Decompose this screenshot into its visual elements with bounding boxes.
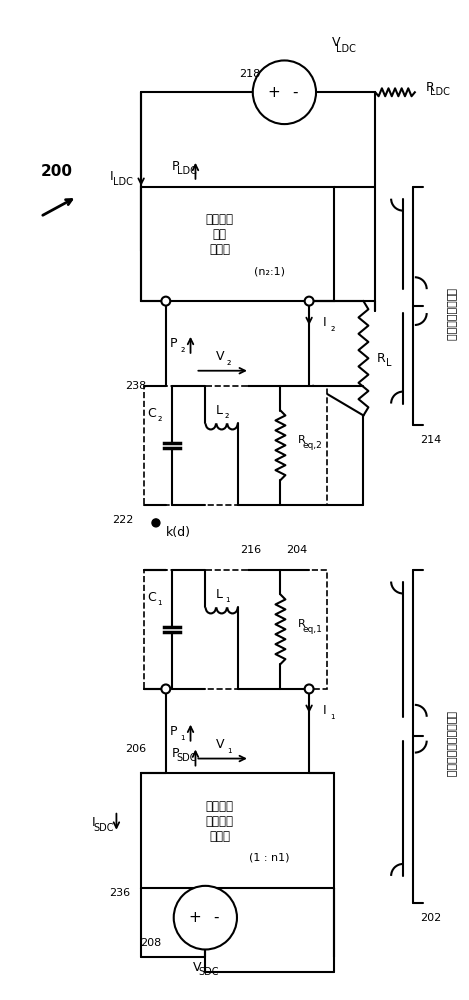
Text: ₁: ₁ — [181, 732, 185, 742]
Text: 基底无线功率充电系统: 基底无线功率充电系统 — [446, 711, 455, 777]
Text: 222: 222 — [112, 515, 133, 525]
Text: -: - — [293, 85, 298, 100]
Text: L: L — [216, 588, 223, 601]
Circle shape — [305, 297, 314, 306]
Text: (n₂:1): (n₂:1) — [254, 266, 285, 276]
Text: ₂: ₂ — [158, 413, 162, 423]
Circle shape — [305, 684, 314, 693]
Text: P: P — [172, 160, 180, 173]
Circle shape — [174, 886, 237, 949]
Text: 200: 200 — [41, 164, 73, 179]
Text: 238: 238 — [126, 381, 147, 391]
Text: eq,1: eq,1 — [302, 625, 322, 634]
Text: 216: 216 — [240, 545, 261, 555]
Text: R: R — [298, 619, 306, 629]
Text: P: P — [172, 747, 180, 760]
Text: 206: 206 — [126, 744, 147, 754]
Text: SDC: SDC — [198, 967, 219, 977]
Text: k(d): k(d) — [166, 526, 191, 539]
Text: 218: 218 — [239, 69, 260, 79]
Text: LDC: LDC — [336, 44, 356, 54]
Text: eq,2: eq,2 — [302, 441, 322, 450]
Text: 236: 236 — [109, 888, 130, 898]
Text: V: V — [332, 36, 340, 49]
Circle shape — [161, 684, 170, 693]
Bar — [144, 386, 327, 505]
Text: -: - — [213, 910, 219, 925]
Text: (1 : n1): (1 : n1) — [249, 853, 289, 863]
Text: V: V — [216, 350, 225, 363]
Text: I: I — [92, 816, 96, 829]
Text: ₂: ₂ — [181, 344, 185, 354]
Text: SDC: SDC — [176, 753, 197, 763]
Text: R: R — [425, 81, 434, 94]
Text: C: C — [148, 407, 156, 420]
Text: ₁: ₁ — [158, 597, 162, 607]
Text: 基底充电
系统功率
转换器: 基底充电 系统功率 转换器 — [206, 800, 234, 843]
Circle shape — [152, 519, 160, 527]
Text: I: I — [323, 704, 327, 717]
Text: V: V — [193, 961, 202, 974]
Text: 电动车辆
功率
转换器: 电动车辆 功率 转换器 — [206, 213, 234, 256]
Text: 电动车辆充电系统: 电动车辆充电系统 — [446, 288, 455, 341]
Text: I: I — [110, 170, 113, 183]
Text: SDC: SDC — [93, 823, 114, 833]
Text: ₂: ₂ — [227, 357, 231, 367]
Text: 202: 202 — [420, 913, 441, 923]
Text: ₁: ₁ — [331, 711, 335, 721]
Text: 204: 204 — [287, 545, 308, 555]
Circle shape — [161, 297, 170, 306]
Text: 214: 214 — [420, 435, 441, 445]
Text: LDC: LDC — [430, 87, 449, 97]
Text: LDC: LDC — [113, 177, 133, 187]
Text: ₁: ₁ — [225, 594, 229, 604]
Text: P: P — [170, 337, 177, 350]
Text: LDC: LDC — [177, 166, 197, 176]
Text: P: P — [170, 725, 177, 738]
Text: 208: 208 — [140, 938, 162, 948]
Text: L: L — [216, 404, 223, 417]
Text: ₂: ₂ — [225, 410, 229, 420]
Bar — [141, 773, 334, 888]
Text: L: L — [386, 358, 392, 368]
Text: ₂: ₂ — [331, 323, 335, 333]
Text: R: R — [298, 435, 306, 445]
Text: ₁: ₁ — [227, 745, 231, 755]
Text: V: V — [216, 738, 225, 751]
Text: +: + — [188, 910, 201, 925]
Bar — [144, 570, 327, 689]
Text: R: R — [377, 352, 386, 365]
Circle shape — [253, 60, 316, 124]
Text: I: I — [323, 316, 327, 329]
Bar — [141, 187, 334, 301]
Text: +: + — [267, 85, 280, 100]
Text: C: C — [148, 591, 156, 604]
